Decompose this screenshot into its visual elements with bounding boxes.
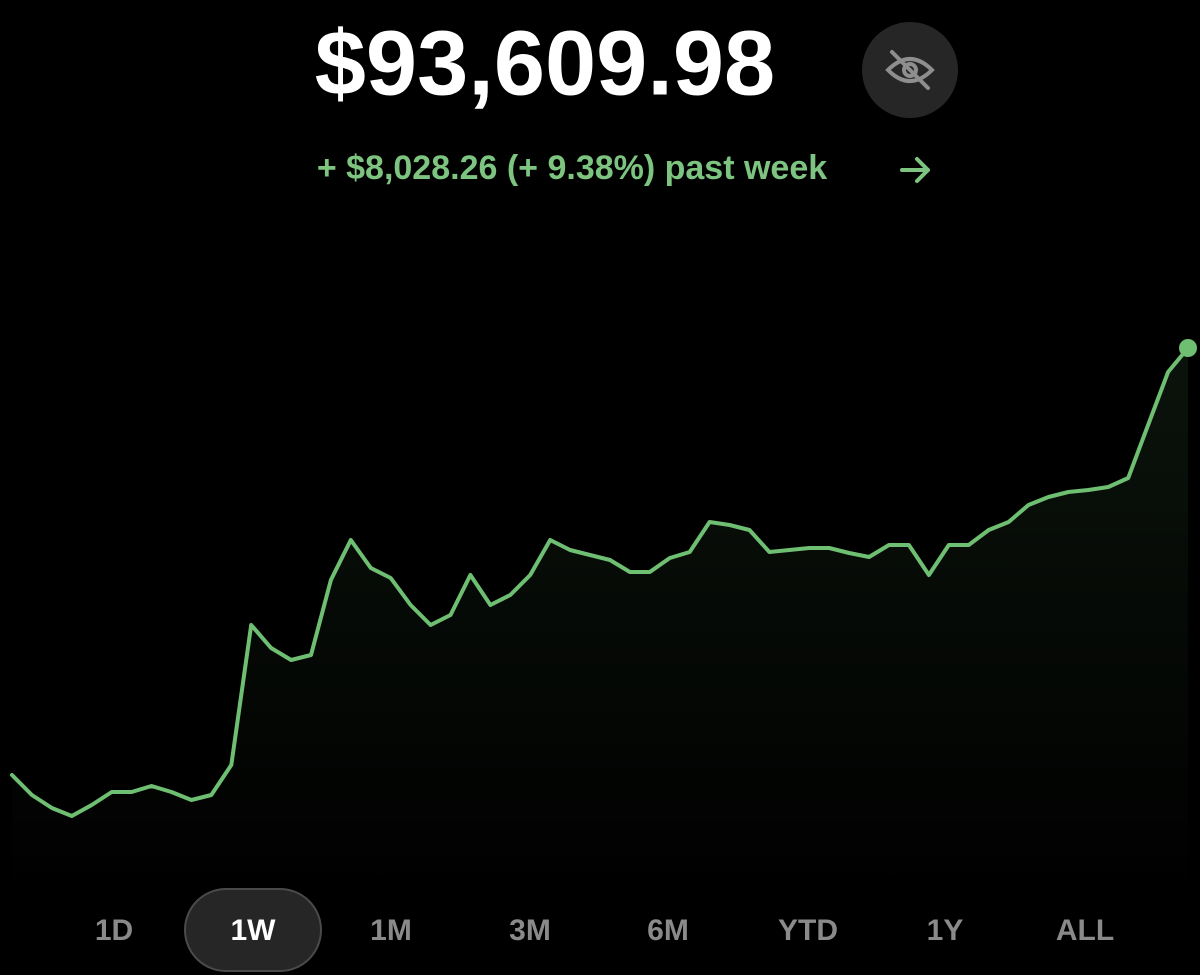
range-button[interactable]: 6M [647,914,689,947]
range-button[interactable]: 1W [231,914,277,947]
change-text: + $8,028.26 (+ 9.38%) past week [317,149,827,187]
range-button[interactable]: ALL [1056,914,1114,947]
range-button[interactable]: 1M [370,914,412,947]
range-button[interactable]: 1Y [927,914,964,947]
range-button[interactable]: 3M [509,914,551,947]
arrow-icon [900,157,930,183]
area [12,348,1188,896]
balance: $93,609.98 [315,12,775,114]
price-line [10,346,1190,818]
end-dot [1179,339,1197,357]
range-button[interactable]: 1D [95,914,133,947]
change-link[interactable]: + $8,028.26 (+ 9.38%) past week [317,149,930,187]
hide-balance-button[interactable] [862,22,958,118]
range-button[interactable]: YTD [778,914,838,947]
